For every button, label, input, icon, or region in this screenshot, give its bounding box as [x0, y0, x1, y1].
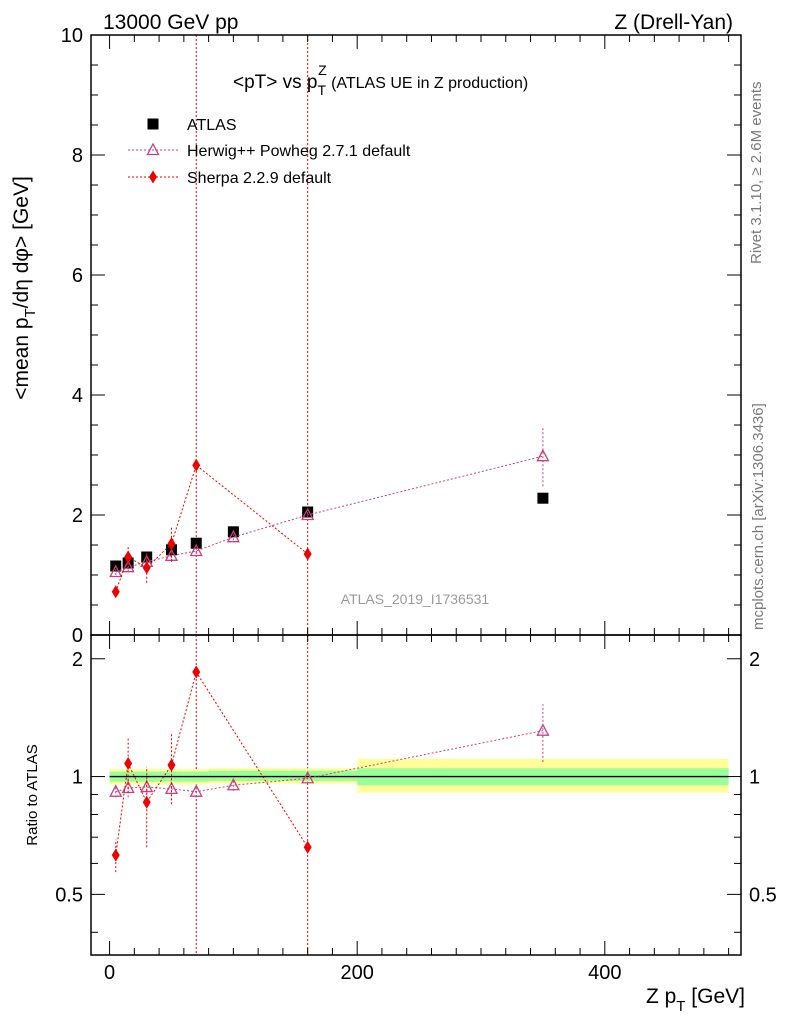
main-atlas-point — [537, 492, 549, 504]
ratio-sherpa-point — [124, 756, 133, 770]
main-herwig-point — [109, 564, 123, 578]
ratio-y-tick-label-right: 0.5 — [749, 884, 777, 906]
main-herwig-point — [301, 507, 315, 521]
xlabel-sub: T — [676, 998, 685, 1015]
header-process-label: Z (Drell-Yan) — [614, 11, 733, 34]
main-y-axis-title: <mean pT/dη dφ> [GeV] — [10, 176, 39, 400]
legend-sherpa-label: Sherpa 2.2.9 default — [187, 170, 332, 187]
x-axis-title: Z pT [GeV] — [646, 985, 745, 1015]
legend-atlas-marker — [147, 118, 159, 130]
main-sherpa-point — [142, 561, 151, 575]
main-sherpa-line — [115, 464, 308, 592]
main-y-tick-label: 6 — [72, 265, 83, 287]
legend-atlas-label: ATLAS — [187, 117, 237, 134]
ratio-panel-layer: 0 200 400 0.5 0.5 1 1 2 2 — [55, 634, 777, 984]
title-sub-T: T — [318, 82, 327, 98]
legend: ATLAS Herwig++ Powheg 2.7.1 default Sherpa… — [128, 117, 411, 187]
main-herwig-line — [115, 455, 544, 573]
title-main-text: <pT> vs p — [233, 72, 318, 93]
ratio-plot-frame — [90, 634, 742, 956]
ratio-band-inner-6 — [258, 770, 358, 781]
title-sup-Z: Z — [318, 62, 327, 78]
ratio-sherpa-point — [192, 665, 201, 679]
analysis-watermark: ATLAS_2019_I1736531 — [341, 591, 490, 607]
ratio-band-inner-5 — [208, 770, 259, 781]
header-energy-label: 13000 GeV pp — [103, 11, 238, 34]
ratio-y-tick-label: 0.5 — [55, 884, 83, 906]
main-sherpa-point — [167, 537, 176, 551]
ratio-herwig-point — [140, 779, 154, 793]
xlabel-rest: [GeV] — [685, 985, 745, 1008]
ratio-sherpa-point — [167, 758, 176, 772]
ratio-y-tick-label-right: 1 — [749, 767, 760, 789]
main-atlas-point — [190, 537, 202, 549]
main-y-tick-label: 0 — [72, 625, 83, 647]
ratio-herwig-point — [164, 781, 179, 795]
ratio-herwig-point — [301, 770, 315, 784]
main-y-tick-label: 2 — [72, 505, 83, 527]
ylabel-part-2: T — [22, 308, 39, 317]
title-rest-text: (ATLAS UE in Z production) — [327, 75, 529, 92]
ratio-herwig-point — [109, 784, 123, 797]
main-sherpa-point — [124, 550, 133, 564]
xlabel-main: Z p — [646, 985, 676, 1008]
main-y-tick-label: 4 — [72, 385, 83, 407]
main-sherpa-point — [111, 585, 120, 599]
main-herwig-point — [121, 559, 135, 573]
ylabel-part-3: /dη dφ> [GeV] — [10, 176, 33, 308]
main-plot-title: <pT> vs pTZ (ATLAS UE in Z production) — [233, 62, 528, 98]
ratio-sherpa-line — [115, 670, 309, 856]
main-y-tick-label: 10 — [61, 25, 83, 47]
main-herwig-point — [226, 529, 240, 543]
ratio-y-tick-label: 2 — [72, 649, 83, 671]
x-tick-label: 0 — [104, 962, 115, 984]
legend-herwig-label: Herwig++ Powheg 2.7.1 default — [187, 143, 411, 160]
ratio-sherpa-point — [142, 795, 151, 809]
rivet-version-label: Rivet 3.1.10, ≥ 2.6M events — [748, 82, 765, 265]
main-y-tick-label: 8 — [72, 145, 83, 167]
legend-sherpa-marker — [149, 170, 157, 184]
ratio-herwig-point — [226, 777, 240, 791]
ratio-herwig-point — [189, 784, 203, 797]
ratio-y-tick-label-right: 2 — [749, 649, 760, 671]
x-tick-label: 200 — [341, 962, 374, 984]
main-herwig-point — [536, 448, 550, 462]
legend-herwig-marker — [146, 142, 160, 156]
main-sherpa-point — [192, 458, 201, 472]
ylabel-part-1: <mean p — [10, 317, 33, 399]
ratio-y-axis-title: Ratio to ATLAS — [24, 744, 41, 845]
ratio-sherpa-point — [303, 840, 312, 854]
ratio-herwig-point — [536, 723, 550, 736]
mcplots-label: mcplots.cern.ch [arXiv:1306.3436] — [750, 403, 767, 630]
main-herwig-point — [189, 543, 203, 557]
x-tick-label: 400 — [588, 962, 621, 984]
ratio-sherpa-point — [111, 848, 120, 862]
main-sherpa-point — [303, 547, 312, 561]
ratio-y-tick-label: 1 — [72, 767, 83, 789]
